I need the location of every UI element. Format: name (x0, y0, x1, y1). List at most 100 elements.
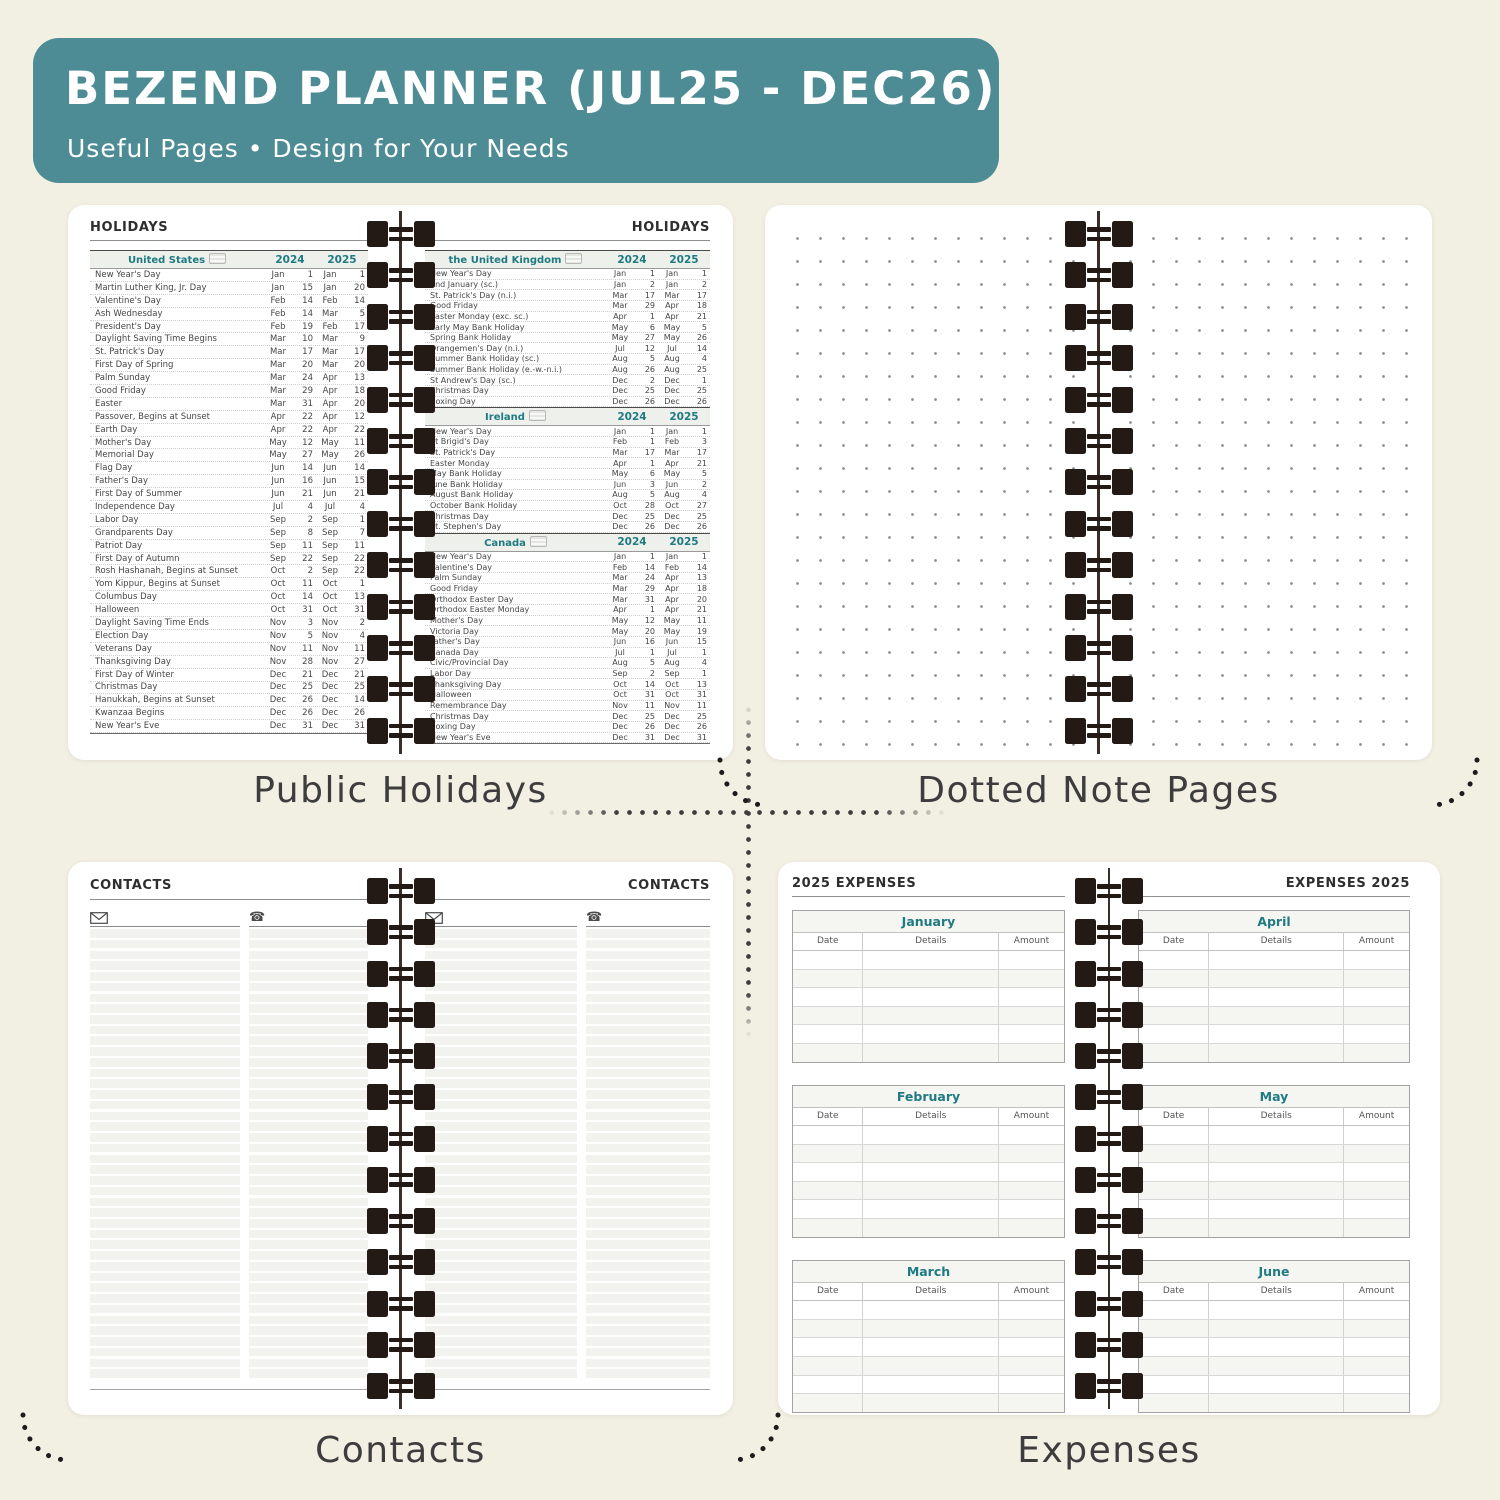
holiday-name: Daylight Saving Time Begins (95, 334, 217, 345)
holiday-date: 15 (696, 637, 707, 647)
holiday-date: Dec (321, 721, 339, 732)
contact-blank-line (586, 982, 710, 992)
spiral-clip (413, 593, 435, 620)
expense-column-header: Details (1209, 933, 1345, 950)
holiday-date: 18 (696, 583, 707, 593)
contact-blank-line (425, 972, 577, 981)
holiday-date: 26 (644, 522, 655, 532)
expense-column-headers: Date Details Amount (793, 1283, 1064, 1302)
country-label: the United Kingdom (425, 253, 606, 266)
holiday-name: Halloween (95, 605, 140, 616)
expense-blank-row (1139, 1144, 1409, 1164)
holiday-date: 12 (354, 411, 365, 422)
contact-blank-line (586, 1240, 710, 1250)
holiday-date: 4 (359, 630, 365, 641)
contact-blank-line (249, 1208, 368, 1217)
spiral-wire (388, 434, 414, 449)
holiday-row: Good Friday Mar 29 Apr 18 (425, 301, 710, 312)
spiral-binding (366, 205, 435, 760)
holiday-date: 16 (644, 637, 655, 647)
expense-blank-cell (1344, 1338, 1409, 1356)
expense-blank-cell (999, 1145, 1064, 1163)
contact-blank-line (90, 939, 240, 949)
expense-blank-cell (1139, 1301, 1210, 1319)
holiday-date: May (663, 615, 681, 625)
holiday-date: 1 (701, 669, 707, 679)
holiday-row: Good Friday Mar 29 Apr 18 (90, 385, 368, 398)
expense-blank-cell (1344, 951, 1409, 969)
holiday-date: Jun (323, 476, 337, 487)
spiral-wire (1096, 1131, 1122, 1146)
holiday-date: 29 (644, 301, 655, 311)
spiral-clip (1111, 345, 1133, 372)
expense-blank-row (793, 951, 1064, 970)
expense-blank-row (793, 1375, 1064, 1395)
contact-blank-line (586, 1272, 710, 1282)
expense-blank-cell (793, 1181, 864, 1200)
spiral-binding-loop (1075, 1331, 1143, 1358)
spiral-clip (413, 676, 435, 703)
holiday-name: Father's Day (95, 476, 149, 487)
contact-blank-line (90, 1208, 240, 1217)
expense-blank-cell (1139, 1219, 1210, 1237)
holiday-date: 3 (649, 479, 655, 489)
page-rule (90, 240, 368, 241)
expense-blank-row (793, 1319, 1064, 1339)
holiday-row: Easter Monday (exc. sc.) Apr 1 Apr 21 (425, 312, 710, 323)
holiday-date: Oct (322, 605, 338, 616)
holiday-date: Jun (665, 479, 679, 489)
holiday-date: 1 (359, 269, 365, 280)
contact-blank-line (249, 1218, 368, 1228)
contact-blank-line (90, 1057, 240, 1067)
holiday-date: May (611, 615, 629, 625)
expense-blank-row (1139, 1301, 1409, 1320)
spiral-clip (413, 1084, 435, 1111)
holiday-name: Martin Luther King, Jr. Day (95, 282, 207, 293)
holiday-date: Apr (322, 411, 338, 422)
expense-blank-cell (999, 1301, 1064, 1319)
spiral-wire (1086, 682, 1112, 697)
us-flag-icon (209, 253, 227, 264)
contact-blank-line (90, 972, 240, 981)
contact-blank-line (249, 1068, 368, 1078)
holiday-date: 24 (302, 373, 313, 384)
holiday-date: 1 (701, 269, 707, 279)
contact-blank-line (425, 1133, 577, 1142)
holiday-name: Good Friday (95, 385, 146, 396)
holiday-date: 22 (302, 411, 313, 422)
holiday-date: Dec (612, 511, 628, 521)
holiday-name: Grandparents Day (95, 527, 173, 538)
contact-blank-line (425, 1294, 577, 1303)
header-banner: BEZEND PLANNER (JUL25 - DEC26) Useful Pa… (33, 38, 999, 183)
holiday-date: May (611, 469, 629, 479)
expense-blank-cell (793, 1301, 864, 1319)
holiday-date: Mar (321, 347, 339, 358)
spiral-clip (1122, 1290, 1143, 1317)
spiral-binding-loop (1075, 1125, 1143, 1152)
holiday-row: New Year's Eve Dec 31 Dec 31 (425, 733, 710, 744)
holiday-date: 25 (644, 386, 655, 396)
holiday-date: 4 (359, 501, 365, 512)
expense-blank-cell (1139, 1126, 1210, 1144)
holiday-row: Thanksgiving Day Oct 14 Oct 13 (425, 679, 710, 691)
contact-blank-line (249, 1004, 368, 1013)
dotted-divider-vertical (742, 703, 755, 1038)
expense-blank-cell (863, 1219, 999, 1237)
holiday-date: Oct (270, 566, 286, 577)
spiral-wire (388, 925, 414, 940)
holiday-name: Election Day (95, 630, 149, 641)
holiday-name: Easter Monday (430, 458, 490, 468)
holiday-date: 16 (302, 476, 313, 487)
holiday-name: Passover, Begins at Sunset (95, 411, 210, 422)
expense-blank-cell (793, 1338, 864, 1356)
holiday-date: 1 (649, 311, 655, 321)
spiral-wire (388, 599, 414, 614)
spiral-clip (1075, 919, 1096, 946)
spiral-clip (413, 469, 435, 496)
holiday-date: 9 (359, 334, 365, 345)
contacts-column-email (425, 908, 577, 1378)
holiday-name: Boxing Day (430, 722, 476, 732)
holiday-date: Mar (269, 347, 287, 358)
contact-blank-line (90, 1294, 240, 1303)
holiday-name: St. Patrick's Day (n.i.) (430, 290, 517, 300)
